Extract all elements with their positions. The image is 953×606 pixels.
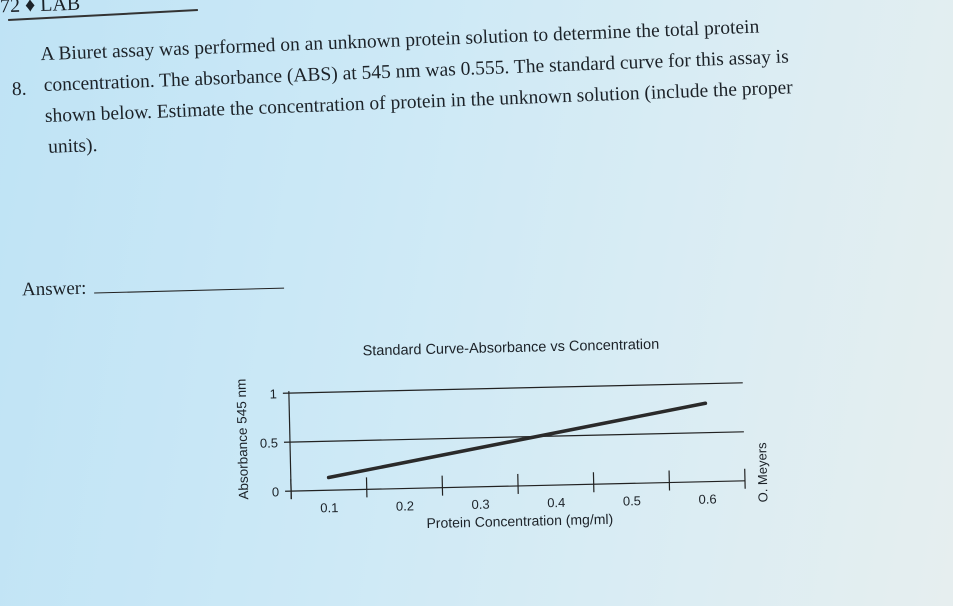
x-tick-label: 0.6	[698, 491, 716, 506]
gridline	[282, 382, 743, 394]
standard-curve-line	[326, 401, 708, 480]
x-axis-label: Protein Concentration (mg/ml)	[426, 511, 613, 531]
y-axis-label: Absorbance 545 nm	[234, 379, 252, 500]
x-tick-label: 0.3	[471, 497, 489, 512]
x-tick-label: 0.2	[396, 498, 414, 513]
gridline	[283, 431, 744, 443]
x-tick-label: 0.1	[320, 500, 338, 515]
chart-title: Standard Curve-Absorbance vs Concentrati…	[362, 337, 659, 360]
chart-credit: O. Meyers	[754, 442, 770, 503]
y-tick-label: 1	[269, 386, 277, 401]
x-tick-label: 0.4	[547, 495, 565, 510]
x-tick-label: 0.5	[623, 493, 641, 508]
gridline	[285, 480, 745, 492]
y-tick-label: 0	[272, 484, 280, 499]
y-tick-label: 0.5	[260, 435, 278, 450]
